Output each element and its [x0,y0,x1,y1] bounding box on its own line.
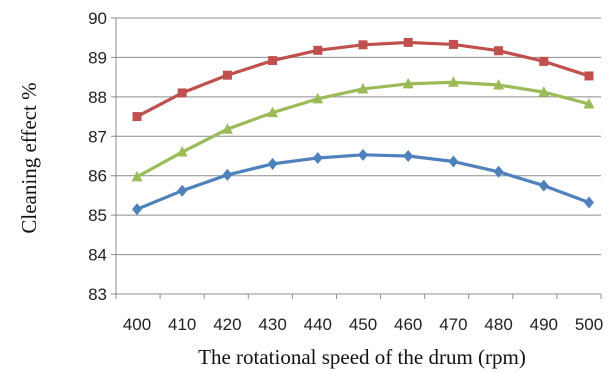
series-line [135,40,591,119]
x-tick-label: 490 [530,315,558,334]
data-point [584,196,594,209]
data-point [267,157,278,170]
data-point [538,86,550,97]
x-tick-label: 470 [439,315,467,334]
x-tick-label: 440 [304,315,332,334]
y-tick-label: 85 [88,206,107,225]
data-point [222,168,233,181]
data-point [493,165,504,178]
series-layer [131,37,595,216]
data-point [403,37,413,47]
axes [111,17,602,299]
data-point [132,112,142,122]
y-tick-label: 84 [88,246,107,265]
data-point [538,179,549,192]
x-axis-title: The rotational speed of the drum (rpm) [198,345,526,369]
y-tick-label: 88 [88,88,107,107]
data-point [494,46,504,56]
data-point [312,151,323,164]
data-point [447,76,459,87]
data-point [131,170,143,182]
data-point [402,77,414,89]
y-tick-labels: 83 84 85 86 87 88 89 90 [88,9,107,304]
y-tick-label: 83 [88,285,107,304]
series-triangle [131,76,595,182]
data-point [267,106,279,118]
x-tick-label: 430 [258,315,286,334]
x-tick-label: 400 [123,315,151,334]
data-point [177,184,188,197]
data-point [539,56,549,66]
data-point [177,88,187,98]
y-tick-label: 89 [88,48,107,67]
data-point [312,92,324,104]
y-tick-label: 87 [88,127,107,146]
y-tick-label: 90 [88,9,107,28]
data-point [358,40,368,50]
x-tick-labels: 400 410 420 430 440 450 460 470 480 490 500 [123,315,603,334]
data-point [358,148,368,161]
data-point [357,82,369,94]
data-point [221,123,233,134]
data-point [583,97,595,109]
y-tick-label: 86 [88,167,107,186]
series-square [132,37,594,122]
x-tick-label: 450 [349,315,377,334]
x-tick-label: 500 [575,315,603,334]
data-point [448,39,458,49]
data-point [222,70,232,80]
data-point [132,203,142,216]
x-tick-label: 410 [168,315,196,334]
series-diamond [132,148,594,216]
data-point [493,79,505,90]
series-line [135,153,591,211]
grid-lines [116,17,601,295]
data-point [448,155,459,168]
x-tick-label: 480 [484,315,512,334]
data-point [176,146,188,157]
y-axis-title: Cleaning effect % [17,82,41,233]
x-tick-label: 460 [394,315,422,334]
data-point [584,71,594,81]
x-tick-label: 420 [213,315,241,334]
data-point [268,56,278,66]
data-point [403,150,414,162]
data-point [313,45,323,55]
